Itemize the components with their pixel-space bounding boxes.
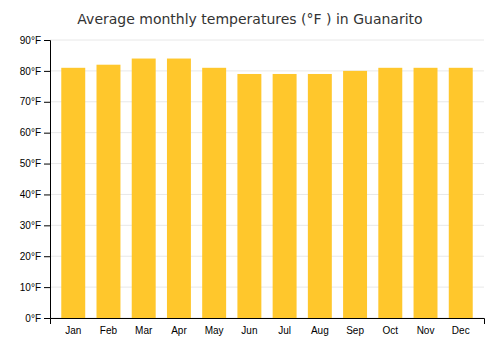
grid (50, 40, 484, 318)
y-tick-mark (44, 256, 50, 257)
x-tick: Mar (135, 325, 153, 336)
y-tick-mark (44, 40, 50, 41)
x-tick: Aug (311, 325, 329, 336)
title: Average monthly temperatures (°F ) in Gu… (77, 11, 422, 27)
x-tick-label: Nov (417, 325, 435, 336)
x-tick-label: Sep (346, 325, 364, 336)
y-tick-label: 50°F (20, 158, 41, 169)
y-tick-label: 70°F (20, 96, 41, 107)
bar (378, 68, 402, 318)
bar (273, 74, 297, 318)
x-tick: Jul (278, 325, 291, 336)
x-tick: Oct (383, 325, 399, 336)
x-tick-label: Dec (452, 325, 470, 336)
bars (61, 59, 472, 318)
x-tick: Feb (100, 325, 118, 336)
y-tick-mark (44, 194, 50, 195)
y-tick: 70°F (20, 96, 50, 107)
y-tick-label: 10°F (20, 282, 41, 293)
y-tick-label: 90°F (20, 35, 41, 46)
y-tick: 10°F (20, 282, 50, 293)
x-tick: May (205, 325, 224, 336)
y-tick-mark (44, 102, 50, 103)
bar (343, 71, 367, 318)
y-tick: 50°F (20, 158, 50, 169)
x-tick-label: Oct (383, 325, 399, 336)
bar (167, 59, 191, 318)
x-tick-label: May (205, 325, 224, 336)
x-tick-label: Feb (100, 325, 118, 336)
x-tick-label: Aug (311, 325, 329, 336)
x-tick-label: Jul (278, 325, 291, 336)
y-tick-mark (44, 287, 50, 288)
chart: 0°F 10°F 20°F 30°F 40°F 50°F 60°F 70°F 80°F 90°F J… (0, 0, 500, 350)
y-tick-mark (44, 71, 50, 72)
y-tick: 30°F (20, 220, 50, 231)
y-tick: 60°F (20, 127, 50, 138)
grid-line (50, 40, 484, 41)
y-axis: 0°F 10°F 20°F 30°F 40°F 50°F 60°F 70°F 80°F 90°F (20, 35, 51, 324)
y-tick-label: 60°F (20, 127, 41, 138)
x-axis: Jan Feb Mar Apr May Jun Jul Aug Sep Oct Nov Dec (51, 319, 485, 337)
y-tick: 20°F (20, 251, 50, 262)
x-tick: Dec (452, 325, 470, 336)
plot: 0°F 10°F 20°F 30°F 40°F 50°F 60°F 70°F 80°F 90°F J… (20, 35, 485, 336)
y-tick-mark (44, 318, 50, 319)
bar (414, 68, 438, 318)
bar (449, 68, 473, 318)
bar (132, 59, 156, 318)
y-tick-mark (44, 133, 50, 134)
y-tick-label: 0°F (25, 313, 41, 324)
x-tick: Sep (346, 325, 364, 336)
bar (97, 65, 121, 318)
y-tick: 80°F (20, 66, 50, 77)
y-tick-label: 30°F (20, 220, 41, 231)
y-tick-label: 40°F (20, 189, 41, 200)
x-tick-label: Jun (241, 325, 257, 336)
x-tick: Nov (417, 325, 435, 336)
y-tick: 40°F (20, 189, 50, 200)
bar (308, 74, 332, 318)
x-tick-label: Apr (171, 325, 187, 336)
bar (202, 68, 226, 318)
y-tick-label: 80°F (20, 66, 41, 77)
y-axis-line (44, 41, 51, 319)
y-tick-mark (44, 225, 50, 226)
x-tick: Apr (171, 325, 187, 336)
x-axis-line (51, 319, 485, 325)
x-tick: Jun (241, 325, 257, 336)
y-tick-mark (44, 164, 50, 165)
x-tick-label: Jan (65, 325, 81, 336)
y-tick-label: 20°F (20, 251, 41, 262)
bar (237, 74, 261, 318)
x-tick-label: Mar (135, 325, 153, 336)
x-tick: Jan (65, 325, 81, 336)
y-tick: 0°F (25, 313, 50, 324)
y-tick: 90°F (20, 35, 50, 46)
bar (61, 68, 85, 318)
